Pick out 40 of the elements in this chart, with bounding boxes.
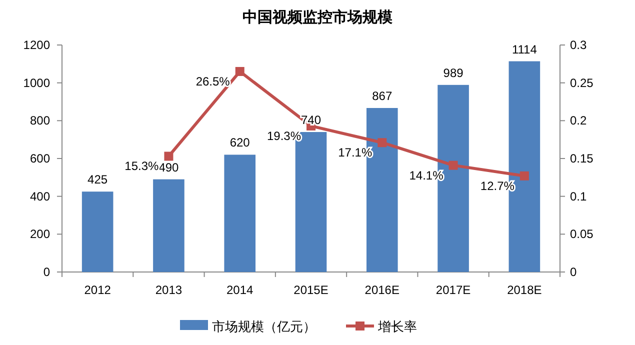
y2-tick-label: 0.2 xyxy=(570,114,588,128)
x-tick-label: 2018E xyxy=(507,283,542,297)
bar xyxy=(82,192,114,272)
x-tick-label: 2017E xyxy=(436,283,471,297)
point xyxy=(235,66,244,76)
y-tick-label: 600 xyxy=(30,152,50,166)
data-label: 620 xyxy=(230,136,250,150)
data-label: 1114 xyxy=(512,42,538,56)
y-tick-label: 0 xyxy=(43,265,50,279)
x-tick-label: 2015E xyxy=(294,283,328,297)
bar xyxy=(224,154,256,272)
x-tick-label: 2014 xyxy=(226,283,254,297)
y2-tick-label: 0.1 xyxy=(570,189,588,204)
data-label: 15.3% xyxy=(124,159,160,174)
y2-tick-label: 0.15 xyxy=(570,152,594,166)
bar xyxy=(153,179,184,272)
data-label: 26.5% xyxy=(196,74,230,88)
y-tick-label: 400 xyxy=(30,189,50,204)
chart-title: 中国视频监控市场规模 xyxy=(242,8,394,26)
y2-tick-label: 0.3 xyxy=(570,38,588,52)
y-tick-label: 1200 xyxy=(23,38,50,52)
point xyxy=(520,171,529,180)
y-tick-label: 1000 xyxy=(23,76,50,90)
legend-label: 增长率 xyxy=(377,319,417,334)
data-label: 425 xyxy=(88,172,108,187)
y-tick-label: 200 xyxy=(30,227,50,242)
data-label: 490 xyxy=(158,160,180,174)
x-tick-label: 2012 xyxy=(84,283,112,297)
x-tick-label: 2013 xyxy=(155,283,182,297)
y2-tick-label: 0.25 xyxy=(570,76,594,90)
y2-tick-label: 0.05 xyxy=(570,227,594,242)
legend-label: 市场规模（亿元） xyxy=(212,319,316,334)
x-tick-label: 2016E xyxy=(364,283,400,297)
y2-tick-label: 0 xyxy=(570,265,577,279)
data-label: 867 xyxy=(372,88,392,103)
y-tick-label: 800 xyxy=(30,114,50,128)
data-label: 989 xyxy=(443,66,464,80)
point xyxy=(378,138,387,148)
point xyxy=(164,152,174,161)
point xyxy=(448,160,458,170)
